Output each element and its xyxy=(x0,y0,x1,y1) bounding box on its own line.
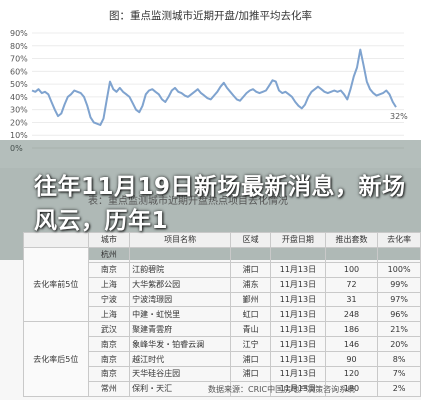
table-cell: 中建・虹悦里 xyxy=(129,306,232,323)
table-cell: 186 xyxy=(324,321,379,338)
table-header-cell: 区域 xyxy=(230,232,272,248)
y-tick-label: 0% xyxy=(10,144,23,153)
table-row: 南京 江韵碧院 浦口 11月13日 100 100% xyxy=(24,261,421,278)
table-cell: 武汉 xyxy=(87,321,131,338)
table-row: 宁波 宁波湾璟园 鄞州 11月13日 31 97% xyxy=(24,291,421,308)
table-row: 去化率前5位 杭州 xyxy=(23,246,421,323)
table-cell: 90 xyxy=(324,351,379,368)
table-header-cell: 城市 xyxy=(87,232,131,248)
table-cell: 上海 xyxy=(87,306,131,323)
table-cell: 浦口 xyxy=(230,366,272,382)
table-cell: 天华硅谷庄园 xyxy=(129,366,232,382)
line-chart: 90% 80% 70% 60% 50% 40% 30% 20% 10% 0% 32% xyxy=(10,29,408,153)
table-cell xyxy=(377,246,421,263)
table-cell: 保利・天汇 xyxy=(129,380,232,397)
table-cell: 杭州 xyxy=(87,246,131,263)
table-header-row: 城市 项目名称 区域 开盘日期 推出套数 去化率 xyxy=(23,232,421,248)
table-row: 南京 象峰华发・铂睿云澜 江宁 11月13日 146 20% xyxy=(24,336,421,353)
table-cell: 鄞州 xyxy=(230,291,272,308)
table-cell: 248 xyxy=(324,306,379,323)
table-cell: 11月13日 xyxy=(270,261,326,278)
y-tick-label: 60% xyxy=(10,67,28,76)
table-cell: 21% xyxy=(377,321,421,338)
table-row: 常州 保利・天汇 11月13日 180 2% xyxy=(24,380,421,397)
table-cell: 浦口 xyxy=(230,261,272,278)
table-cell: 11月13日 xyxy=(270,306,326,323)
y-tick-label: 40% xyxy=(10,93,28,102)
table-cell: 97% xyxy=(377,291,421,308)
table-cell: 象峰华发・铂睿云澜 xyxy=(129,336,232,353)
table-cell: 11月13日 xyxy=(270,291,326,308)
table-cell: 江韵碧院 xyxy=(129,261,232,278)
y-tick-label: 20% xyxy=(10,118,28,127)
table-cell: 2% xyxy=(377,380,421,397)
table-cell: 11月13日 xyxy=(270,276,326,293)
table-row: 去化率后5位 武汉 聚建青雲府 青山 11月13日 186 21% xyxy=(23,321,421,397)
series-line xyxy=(31,48,397,126)
table-cell: 72 xyxy=(324,276,379,293)
y-tick-label: 50% xyxy=(10,80,28,89)
table-cell: 南京 xyxy=(87,366,131,382)
table-cell: 11月13日 xyxy=(270,351,326,368)
table-cell: 宁波湾璟园 xyxy=(129,291,232,308)
table-cell xyxy=(230,246,272,263)
group-label-cell: 去化率后5位 xyxy=(23,321,89,397)
table-cell: 宁波 xyxy=(87,291,131,308)
group-label-cell: 去化率前5位 xyxy=(23,246,89,323)
article-headline[interactable]: 往年11月19日新场最新消息，新场风云，历年1 xyxy=(34,174,406,234)
table-cell: 11月13日 xyxy=(270,366,326,382)
table-cell: 180 xyxy=(324,380,379,397)
y-tick-label: 10% xyxy=(10,131,28,140)
table-source: 数据来源：CRIC中国房地产决策咨询系统 xyxy=(208,385,356,394)
table-cell: 11月13日 xyxy=(270,321,326,338)
table-header-cell: 推出套数 xyxy=(324,232,379,248)
table-cell xyxy=(324,246,379,263)
table-cell xyxy=(230,380,272,397)
table-cell: 120 xyxy=(324,366,379,382)
y-tick-label: 30% xyxy=(10,106,28,115)
table-cell: 146 xyxy=(324,336,379,353)
table-cell: 虹口 xyxy=(230,306,272,323)
table-cell: 8% xyxy=(377,351,421,368)
chart-title: 图：重点监测城市近期开盘/加推平均去化率 xyxy=(108,10,313,22)
table-cell: 100 xyxy=(324,261,379,278)
table-title: 表：重点监测城市近期开盘热点项目去化情况 xyxy=(88,196,288,207)
table-cell: 南京 xyxy=(87,336,131,353)
table-cell: 20% xyxy=(377,336,421,353)
table-row: 南京 天华硅谷庄园 浦口 11月13日 120 7% xyxy=(24,366,421,382)
y-tick-label: 70% xyxy=(10,55,28,64)
table-cell xyxy=(270,246,326,263)
table-cell: 南京 xyxy=(87,261,131,278)
table-cell: 大华紫郡公园 xyxy=(129,276,232,293)
table-cell: 96% xyxy=(377,306,421,323)
table-cell: 11月13日 xyxy=(270,380,326,397)
table-cell: 99% xyxy=(377,276,421,293)
sales-table: 城市 项目名称 区域 开盘日期 推出套数 去化率 去化率前5位 杭州 南京 江韵碧院 浦口 11月13… xyxy=(23,232,421,397)
y-tick-label: 80% xyxy=(10,42,28,51)
table-cell: 青山 xyxy=(230,321,272,338)
table-cell: 7% xyxy=(377,366,421,382)
table-cell: 浦口 xyxy=(230,351,272,368)
table-cell: 常州 xyxy=(87,380,131,397)
table-header-cell: 去化率 xyxy=(377,232,421,248)
table-cell: 江宁 xyxy=(230,336,272,353)
table-cell: 聚建青雲府 xyxy=(129,321,232,338)
table-cell xyxy=(129,246,232,263)
table-cell: 浦东 xyxy=(230,276,272,293)
table-cell: 31 xyxy=(324,291,379,308)
table-cell: 上海 xyxy=(87,276,131,293)
table-cell: 越江时代 xyxy=(129,351,232,368)
table-cell: 100% xyxy=(377,261,421,278)
table-cell: 南京 xyxy=(87,351,131,368)
table-cell: 11月13日 xyxy=(270,336,326,353)
end-value-label: 32% xyxy=(390,112,408,121)
y-tick-label: 90% xyxy=(10,29,28,38)
table-header-cell xyxy=(23,232,89,248)
